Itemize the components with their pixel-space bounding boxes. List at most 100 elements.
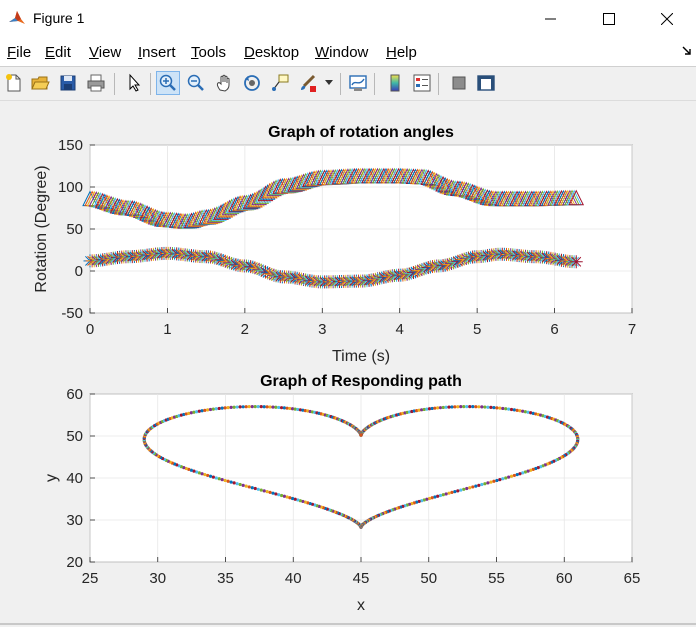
menu-help[interactable]: Help: [386, 44, 417, 61]
hide-plot-tools-button[interactable]: [447, 71, 471, 95]
star-marker: [264, 268, 275, 279]
path-dot: [187, 467, 191, 471]
path-dot: [415, 500, 419, 504]
link-plot-button[interactable]: [346, 71, 370, 95]
path-dot: [489, 405, 493, 410]
path-dot: [515, 472, 519, 477]
path-dot: [192, 410, 196, 414]
axes-1-grid: [89, 144, 633, 314]
maximize-button[interactable]: [580, 0, 638, 38]
path-dot: [277, 405, 281, 410]
data-cursor-button[interactable]: [268, 71, 292, 95]
path-dot: [474, 484, 478, 488]
path-dot: [290, 496, 295, 501]
path-dot: [274, 492, 278, 496]
path-dot: [288, 496, 292, 500]
menu-desktop[interactable]: Desktop: [244, 44, 300, 61]
menu-view[interactable]: View: [89, 44, 122, 61]
triangle-marker: [130, 201, 147, 218]
axes-responding-path[interactable]: 25 30 35 40 45 50 55 60 65 20 30 40 50 60 Graph of Re…: [43, 373, 640, 614]
axes-1-data: [82, 167, 585, 289]
pointer-button[interactable]: [122, 71, 146, 95]
matlab-logo-icon: [9, 11, 25, 24]
print-button[interactable]: [84, 71, 108, 95]
path-dot: [277, 493, 281, 497]
zoom-out-button[interactable]: [184, 71, 208, 95]
triangle-marker: [433, 174, 449, 191]
path-dot: [447, 405, 451, 409]
path-dot: [301, 408, 305, 412]
x-tick-label: 25: [82, 570, 99, 587]
menu-edit[interactable]: Edit: [45, 44, 71, 61]
path-dot: [247, 485, 251, 489]
y-tick-label: 0: [75, 263, 83, 280]
brush-button[interactable]: [296, 71, 320, 95]
star-marker: [224, 257, 235, 268]
window-bottom-edge: [0, 623, 696, 625]
path-dot: [518, 472, 522, 476]
path-dot: [536, 465, 540, 470]
pan-button[interactable]: [212, 71, 236, 95]
path-dot: [265, 490, 269, 494]
path-dot: [214, 407, 218, 411]
star-marker: [262, 267, 273, 278]
y-tick-label: 50: [66, 428, 83, 445]
path-dot: [359, 433, 363, 437]
rotate-3d-button[interactable]: [240, 71, 264, 95]
path-dot: [430, 406, 434, 411]
path-dot: [462, 405, 466, 409]
path-dot: [217, 406, 221, 411]
new-figure-button[interactable]: [2, 71, 26, 95]
path-dot: [220, 406, 224, 410]
y-tick-label: 40: [66, 470, 83, 487]
axes-1-xlabel: Time (s): [332, 348, 390, 365]
y-tick-label: -50: [61, 305, 83, 322]
triangle-marker: [209, 206, 225, 222]
path-dot: [189, 468, 193, 472]
close-icon: [661, 13, 673, 25]
menu-insert[interactable]: Insert: [138, 44, 176, 61]
path-dot: [507, 407, 511, 411]
star-marker: [218, 255, 229, 266]
close-button[interactable]: [638, 0, 696, 38]
x-tick-label: 40: [285, 570, 302, 587]
triangle-marker: [466, 184, 483, 201]
path-dot: [268, 490, 272, 495]
path-dot: [250, 486, 254, 490]
minimize-button[interactable]: [522, 0, 580, 38]
path-dot: [293, 407, 297, 411]
open-file-button[interactable]: [28, 71, 52, 95]
star-marker: [220, 256, 231, 267]
show-plot-tools-button[interactable]: [474, 71, 498, 95]
path-dot: [459, 405, 463, 409]
path-dot: [425, 497, 429, 501]
path-dot: [197, 471, 201, 475]
menu-tools[interactable]: Tools: [191, 44, 227, 61]
path-dot: [450, 405, 454, 409]
path-dot: [507, 475, 511, 479]
dock-arrow-icon[interactable]: [682, 46, 692, 56]
toolbar-separator: [150, 73, 151, 95]
menu-file[interactable]: File: [7, 44, 32, 61]
save-button[interactable]: [56, 71, 80, 95]
triangle-marker: [270, 178, 286, 195]
brush-dropdown-button[interactable]: [322, 71, 336, 95]
colorbar-button[interactable]: [383, 71, 407, 95]
figure-canvas[interactable]: 0 1 2 3 4 5 6 7 -50 0 50 100 150 Graph of rotation a…: [0, 101, 696, 627]
path-dot: [468, 486, 472, 490]
menu-window[interactable]: Window: [315, 44, 369, 61]
zoom-in-button[interactable]: [156, 71, 180, 95]
path-dot: [296, 498, 300, 502]
triangle-marker: [426, 171, 443, 188]
path-dot: [195, 410, 199, 414]
star-marker: [423, 262, 434, 273]
path-dot: [208, 407, 213, 412]
star-marker: [216, 254, 227, 265]
path-dot: [203, 472, 207, 477]
legend-button[interactable]: [410, 71, 434, 95]
path-dot: [509, 474, 514, 478]
axes-1-title: Graph of rotation angles: [268, 124, 454, 141]
path-dot: [526, 469, 530, 473]
